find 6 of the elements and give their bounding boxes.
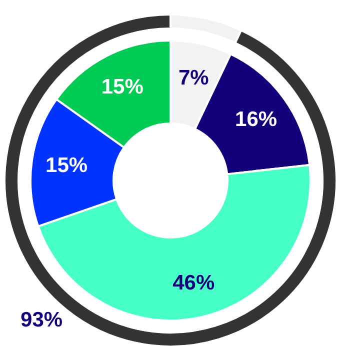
data-label: 16%: [235, 108, 278, 132]
data-label: 93%: [20, 308, 63, 332]
data-label: 7%: [178, 66, 210, 90]
data-label: 15%: [46, 154, 88, 178]
data-label: 46%: [172, 271, 215, 294]
data-label: 15%: [101, 76, 144, 99]
